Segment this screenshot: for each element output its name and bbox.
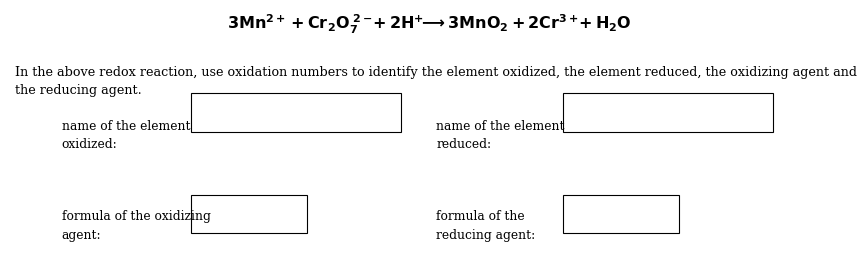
Bar [563, 195, 679, 233]
Text: In the above redox reaction, use oxidation numbers to identify the element oxidi: In the above redox reaction, use oxidati… [15, 66, 857, 97]
Text: formula of the
reducing agent:: formula of the reducing agent: [436, 210, 536, 242]
Text: name of the element
oxidized:: name of the element oxidized: [62, 120, 191, 151]
Bar [191, 195, 307, 233]
Text: name of the element
reduced:: name of the element reduced: [436, 120, 565, 151]
Text: $\mathbf{3Mn^{2+} + Cr_2O_7^{\ 2-}\!\!+ 2H^{+}\!\!\longrightarrow 3MnO_2 + 2Cr^{: $\mathbf{3Mn^{2+} + Cr_2O_7^{\ 2-}\!\!+ … [228, 13, 631, 36]
Bar [191, 93, 401, 132]
Text: formula of the oxidizing
agent:: formula of the oxidizing agent: [62, 210, 210, 242]
Bar [563, 93, 773, 132]
